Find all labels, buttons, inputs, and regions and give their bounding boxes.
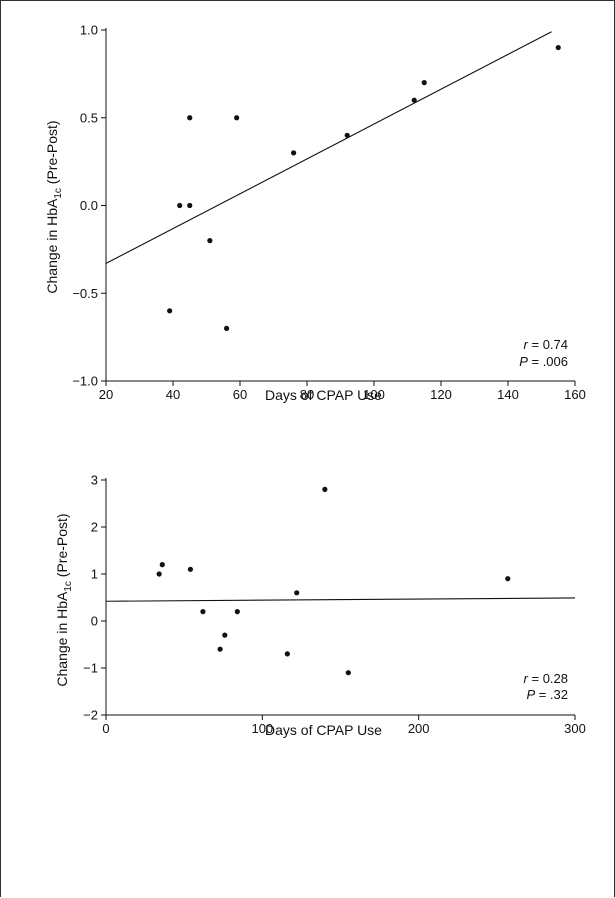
p-value: = .32 [535,687,568,702]
y-axis-label-tail: (Pre-Post) [44,120,60,188]
y-axis-label: Change in HbA1c (Pre-Post) [44,120,64,293]
data-point [421,80,427,86]
y-axis-label-main: Change in HbA [44,198,60,294]
y-tick-label: −0.5 [72,286,98,301]
data-point [167,308,173,314]
x-tick-label: 80 [300,387,314,402]
y-tick-label: 1.0 [80,23,98,38]
p-symbol: P [519,354,528,369]
r-value-label: r = 0.28 [524,671,568,686]
data-point [187,115,193,121]
x-tick-label: 100 [251,721,273,736]
data-point [187,202,193,209]
data-point [224,325,230,331]
data-point [284,651,290,657]
x-tick-label: 100 [363,387,385,402]
y-tick-label: 1 [91,567,98,582]
p-value-label: P = .006 [519,354,568,369]
x-tick-label: 300 [564,721,586,736]
data-point [217,646,223,652]
p-symbol: P [526,687,535,702]
y-axis-label: Change in HbA1c (Pre-Post) [54,513,74,686]
y-axis-label-subscript: 1c [63,581,74,592]
r-value: = 0.74 [528,337,568,352]
x-tick-label: 0 [102,721,109,736]
data-point [234,609,240,615]
x-axis-label: Days of CPAP Use [265,387,382,403]
data-point [222,632,228,638]
data-point [187,566,194,572]
x-tick-label: 140 [497,387,519,402]
p-value: = .006 [528,354,568,369]
x-tick-label: 20 [99,387,113,402]
chart-panel-2: −2 −1 0 1 2 3 0 100 200 300 Days of CPAP Use Change… [54,473,586,739]
data-point [200,609,206,615]
x-tick-label: 200 [408,721,430,736]
regression-line [105,597,576,602]
r-symbol: r [524,337,529,352]
x-axis-label: Days of CPAP Use [265,722,382,738]
y-tick-label: 0.0 [80,198,98,213]
x-tick-label: 60 [233,387,247,402]
data-point [207,238,213,244]
x-tick-label: 120 [430,387,452,402]
r-value: = 0.28 [528,671,568,686]
data-point [177,202,183,209]
y-axis-label-main: Change in HbA [54,591,70,687]
data-point [322,486,328,492]
data-point [345,670,351,676]
y-tick-label: −1 [83,661,98,676]
data-point [291,150,297,156]
data-point [294,590,300,596]
data-point [411,97,417,103]
y-tick-label: −1.0 [72,374,98,389]
x-tick-label: 40 [166,387,180,402]
p-value-label: P = .32 [526,687,568,702]
x-tick-label: 160 [564,387,586,402]
y-tick-label: −2 [83,708,98,723]
data-point [159,562,165,568]
y-axis-label-subscript: 1c [53,188,64,199]
y-axis-label-tail: (Pre-Post) [54,513,70,581]
regression-line [105,31,552,264]
r-value-label: r = 0.74 [524,337,568,352]
y-tick-label: 3 [91,473,98,488]
data-point [555,44,561,51]
chart-panel-1: −1.0 −0.5 0.0 0.5 1.0 20 40 60 80 100 120 140 160 Day… [44,23,586,404]
data-point [505,576,511,582]
data-point [344,132,350,138]
y-tick-label: 0.5 [80,110,98,125]
data-point [234,115,240,121]
y-tick-label: 0 [91,614,98,629]
y-tick-label: 2 [91,520,98,535]
data-point [156,571,162,577]
r-symbol: r [524,671,529,686]
